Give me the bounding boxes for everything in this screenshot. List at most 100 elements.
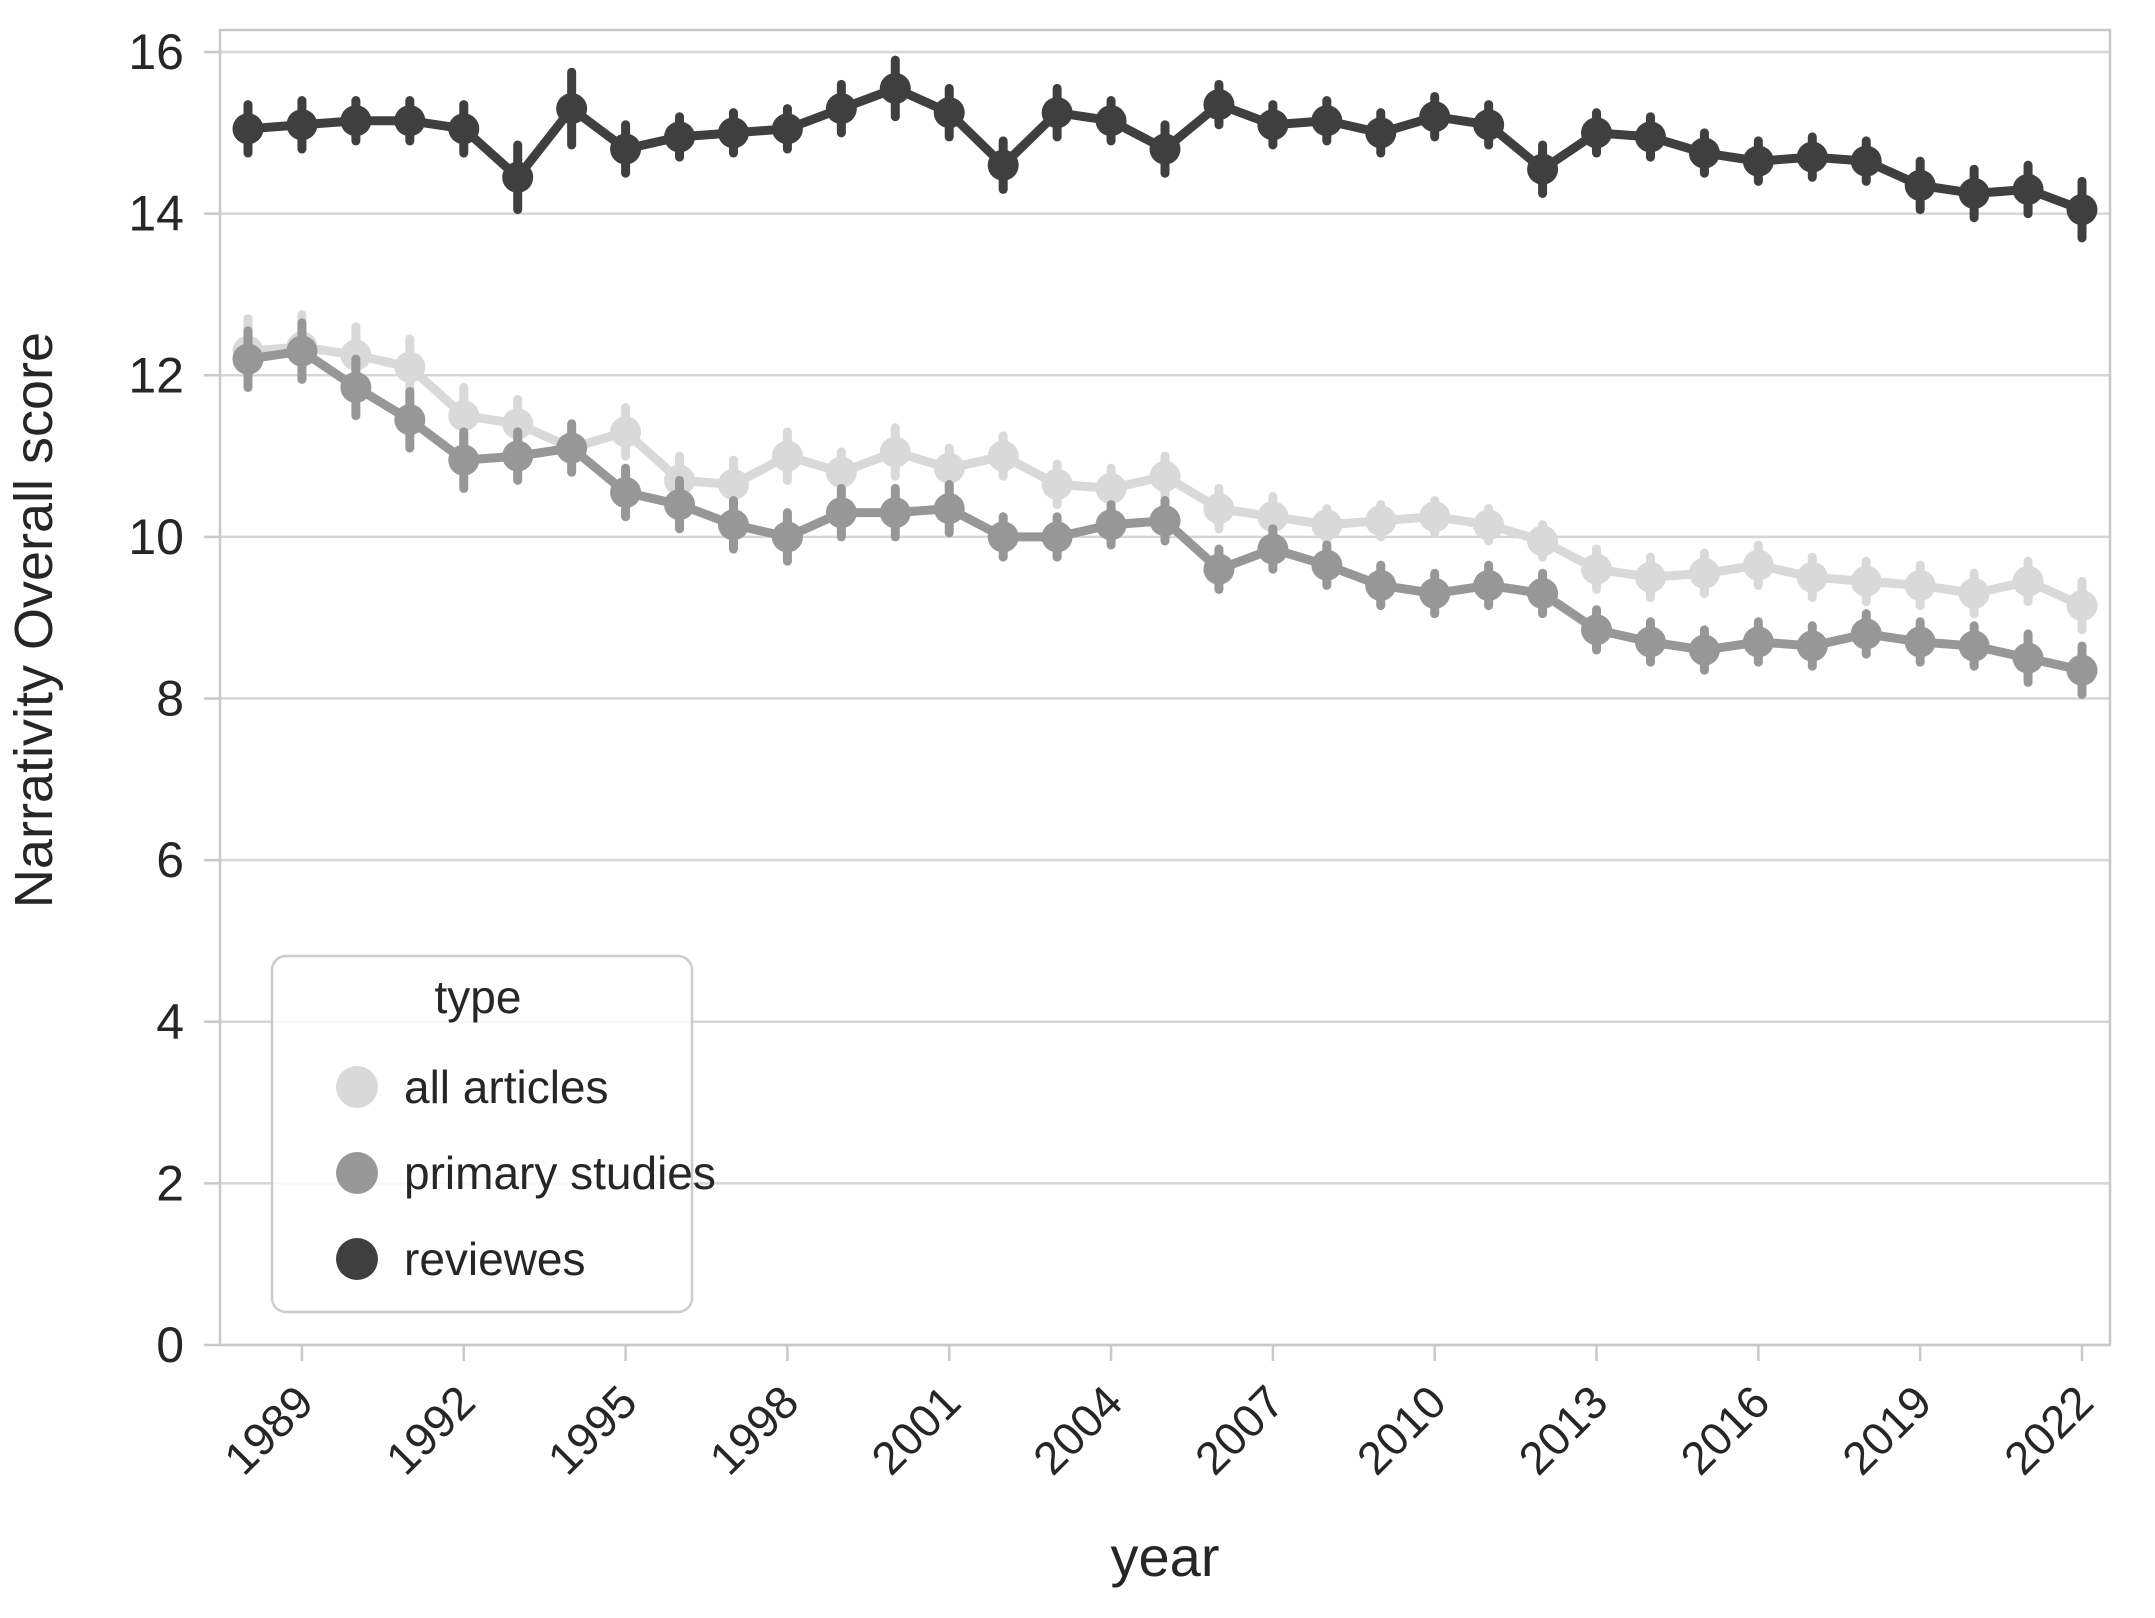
y-tick-label: 8 [156,671,184,727]
data-point-1990 [340,371,372,403]
legend-item-label: all articles [404,1061,609,1113]
data-point-2012 [1527,153,1559,185]
data-point-1999 [825,456,857,488]
data-point-1999 [825,93,857,125]
data-point-2018 [1850,618,1882,650]
data-point-1989 [286,109,318,141]
y-tick-label: 10 [128,509,184,565]
data-point-2000 [879,497,911,529]
y-tick-label: 16 [128,24,184,80]
y-tick-label: 2 [156,1155,184,1211]
data-point-2012 [1527,577,1559,609]
data-point-1997 [717,509,749,541]
x-tick-label: 2022 [1994,1375,2103,1484]
data-series-layer [232,55,2098,699]
x-tick-label: 2019 [1832,1375,1941,1484]
data-point-1996 [664,121,696,153]
data-point-2018 [1850,145,1882,177]
data-point-2006 [1203,89,1235,121]
data-point-2005 [1149,505,1181,537]
data-point-1997 [717,117,749,149]
data-point-1991 [394,404,426,436]
legend-title: type [435,971,522,1023]
data-point-1998 [771,113,803,145]
data-point-2005 [1149,460,1181,492]
all-articles-swatch-icon [336,1066,378,1108]
data-point-2010 [1419,101,1451,133]
data-point-2012 [1527,525,1559,557]
data-point-2016 [1742,549,1774,581]
data-point-2009 [1365,505,1397,537]
data-point-2001 [933,97,965,129]
x-tick-label: 2001 [861,1375,970,1484]
data-point-2004 [1095,472,1127,504]
data-point-2010 [1419,577,1451,609]
data-point-2016 [1742,145,1774,177]
data-point-2003 [1041,468,1073,500]
data-point-2015 [1688,137,1720,169]
data-point-2007 [1257,501,1289,533]
data-point-2013 [1581,553,1613,585]
data-point-2013 [1581,614,1613,646]
legend-item-primary-studies: primary studies [336,1147,716,1199]
data-point-1995 [610,416,642,448]
data-point-2022 [2066,194,2098,226]
data-point-1991 [394,105,426,137]
data-point-2019 [1904,169,1936,201]
data-point-2009 [1365,117,1397,149]
data-point-2002 [987,521,1019,553]
x-tick-label: 2010 [1347,1375,1456,1484]
data-point-2020 [1958,177,1990,209]
legend-item-label: reviewes [404,1233,586,1285]
x-tick-label: 1989 [214,1375,323,1484]
data-point-2009 [1365,569,1397,601]
series-reviewes [232,55,2098,243]
data-point-1994 [556,93,588,125]
primary-studies-swatch-icon [336,1152,378,1194]
data-point-2004 [1095,509,1127,541]
data-point-1988 [232,343,264,375]
data-point-2003 [1041,97,1073,129]
data-point-2022 [2066,590,2098,622]
data-point-1993 [502,408,534,440]
data-point-1989 [286,335,318,367]
data-point-1992 [448,400,480,432]
x-tick-label: 1995 [538,1375,647,1484]
data-point-2003 [1041,521,1073,553]
data-point-2014 [1634,561,1666,593]
data-point-2011 [1473,569,1505,601]
data-point-2021 [2012,642,2044,674]
data-point-2001 [933,493,965,525]
data-point-1995 [610,476,642,508]
reviewes-swatch-icon [336,1238,378,1280]
data-point-1996 [664,489,696,521]
data-point-2021 [2012,565,2044,597]
legend-item-label: primary studies [404,1147,716,1199]
x-axis-title: year [1111,1525,1220,1588]
data-point-2002 [987,149,1019,181]
data-point-2020 [1958,630,1990,662]
data-point-2018 [1850,565,1882,597]
data-point-1998 [771,440,803,472]
data-point-2006 [1203,553,1235,585]
data-point-2011 [1473,509,1505,541]
legend-item-all-articles: all articles [336,1061,609,1113]
data-point-1988 [232,113,264,145]
data-point-2020 [1958,577,1990,609]
data-point-2007 [1257,109,1289,141]
data-point-2000 [879,72,911,104]
y-axis-title: Narrativity Overall score [4,332,64,908]
series-primary-studies [232,318,2098,699]
data-point-2013 [1581,117,1613,149]
x-tick-label: 2004 [1023,1375,1132,1484]
data-point-2007 [1257,533,1289,565]
data-point-2008 [1311,549,1343,581]
data-point-2001 [933,452,965,484]
y-tick-label: 6 [156,832,184,888]
y-tick-label: 12 [128,347,184,403]
x-tick-label: 2016 [1670,1375,1779,1484]
data-point-1991 [394,351,426,383]
data-point-2008 [1311,105,1343,137]
data-point-1999 [825,497,857,529]
